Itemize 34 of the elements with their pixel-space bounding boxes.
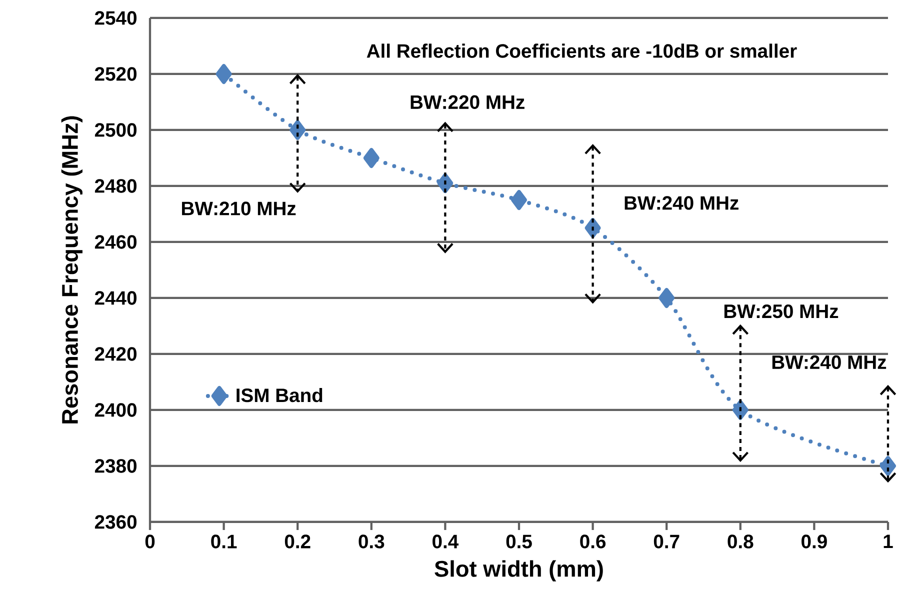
y-tick-label: 2440 [94, 291, 137, 305]
x-tick-label: 0.7 [654, 534, 680, 548]
annotation: All Reflection Coefficients are -10dB or smaller [366, 44, 797, 58]
x-tick-label: 0.8 [728, 534, 754, 548]
point [658, 288, 675, 308]
x-tick-label: 0.1 [211, 534, 237, 548]
x-tick-label: 0.3 [358, 534, 384, 548]
annotation: BW:210 MHz [182, 202, 296, 216]
y-tick-label: 2540 [94, 11, 137, 25]
point [511, 190, 527, 210]
y-tick-label: 2400 [94, 403, 137, 417]
x-tick-label: 0.5 [506, 534, 532, 548]
annotation: BW:250 MHz [724, 304, 838, 318]
y-tick-label: 2500 [94, 123, 137, 137]
y-tick-label: 2420 [94, 347, 137, 361]
y-tick-label: 2460 [94, 235, 137, 249]
annotation: BW:240 MHz [772, 355, 886, 370]
annotation: BW:240 MHz [624, 196, 738, 210]
y-tick-label: 2480 [94, 179, 137, 193]
x-tick-label: 0.2 [284, 534, 310, 548]
y-axis-title: Resonance Frequency (MHz) [61, 116, 82, 424]
x-tick-label: 0 [145, 534, 155, 548]
x-tick-label: 0.6 [580, 534, 606, 548]
point [363, 148, 380, 168]
annotation: BW:220 MHz [410, 95, 524, 110]
point [216, 64, 232, 84]
y-tick-label: 2360 [94, 515, 137, 529]
y-tick-label: 2380 [94, 459, 137, 473]
x-tick-label: 0.4 [432, 534, 459, 548]
x-tick-label: 0.9 [802, 534, 827, 548]
legend-label: ISM Band [236, 388, 322, 402]
y-tick-label: 2520 [94, 67, 137, 81]
x-axis-title: Slot width (mm) [434, 560, 603, 582]
x-tick-label: 1 [884, 534, 893, 548]
